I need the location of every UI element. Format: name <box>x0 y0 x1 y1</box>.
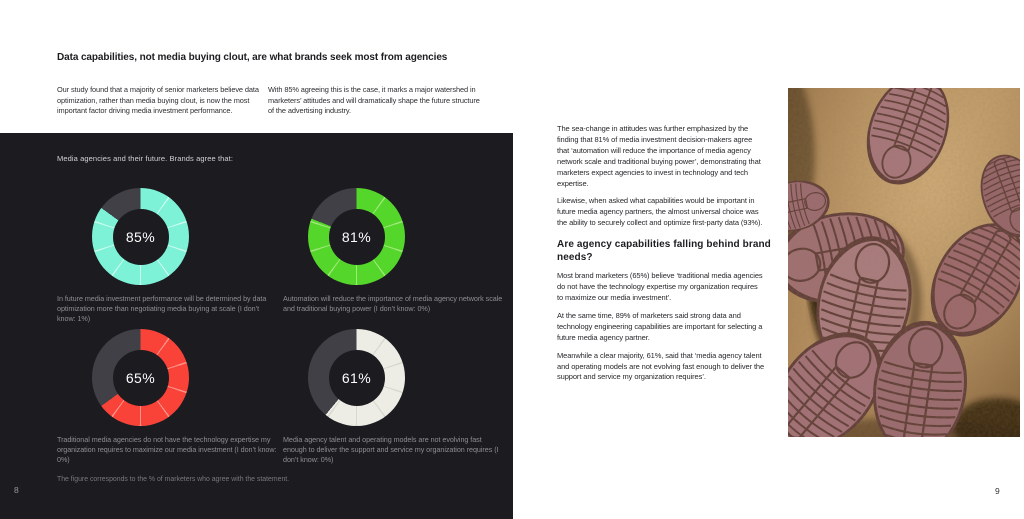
donut-chart-technology-expertise: 65% <box>92 329 189 426</box>
donut-chart-operating-models: 61% <box>308 329 405 426</box>
donut-chart-automation: 81% <box>308 188 405 285</box>
page-title: Data capabilities, not media buying clou… <box>57 52 448 63</box>
section-heading: Are agency capabilities falling behind b… <box>557 239 771 264</box>
donut-caption-4: Media agency talent and operating models… <box>283 435 499 465</box>
donut-hole: 85% <box>112 208 169 265</box>
page-number-right: 9 <box>995 486 1000 496</box>
chart-footnote: The figure corresponds to the % of marke… <box>57 476 290 483</box>
intro-paragraph-1: Our study found that a majority of senio… <box>57 85 259 116</box>
chart-panel-heading: Media agencies and their future. Brands … <box>57 154 234 163</box>
donut-hole: 61% <box>328 349 385 406</box>
chart-panel: Media agencies and their future. Brands … <box>0 133 513 519</box>
page-number-left: 8 <box>14 485 19 495</box>
trilobite-fossil-image <box>788 88 1020 437</box>
donut-value-label: 61% <box>341 369 372 386</box>
donut-value-label: 81% <box>341 228 372 245</box>
body-paragraph: The sea-change in attitudes was further … <box>557 124 761 188</box>
body-paragraph: Likewise, when asked what capabilities w… <box>557 196 763 228</box>
body-paragraph: At the same time, 89% of marketers said … <box>557 310 763 342</box>
donut-caption-2: Automation will reduce the importance of… <box>283 294 503 314</box>
right-text-column: The sea-change in attitudes was further … <box>557 124 771 390</box>
donut-hole: 81% <box>328 208 385 265</box>
donut-hole: 65% <box>112 349 169 406</box>
donut-caption-1: In future media investment performance w… <box>57 294 267 324</box>
donut-chart-data-optimization: 85% <box>92 188 189 285</box>
donut-value-label: 65% <box>125 369 156 386</box>
body-paragraph: Most brand marketers (65%) believe ‘trad… <box>557 271 763 302</box>
donut-caption-3: Traditional media agencies do not have t… <box>57 435 277 465</box>
body-paragraph: Meanwhile a clear majority, 61%, said th… <box>557 350 765 382</box>
intro-paragraph-2: With 85% agreeing this is the case, it m… <box>268 85 480 116</box>
donut-value-label: 85% <box>125 228 156 245</box>
